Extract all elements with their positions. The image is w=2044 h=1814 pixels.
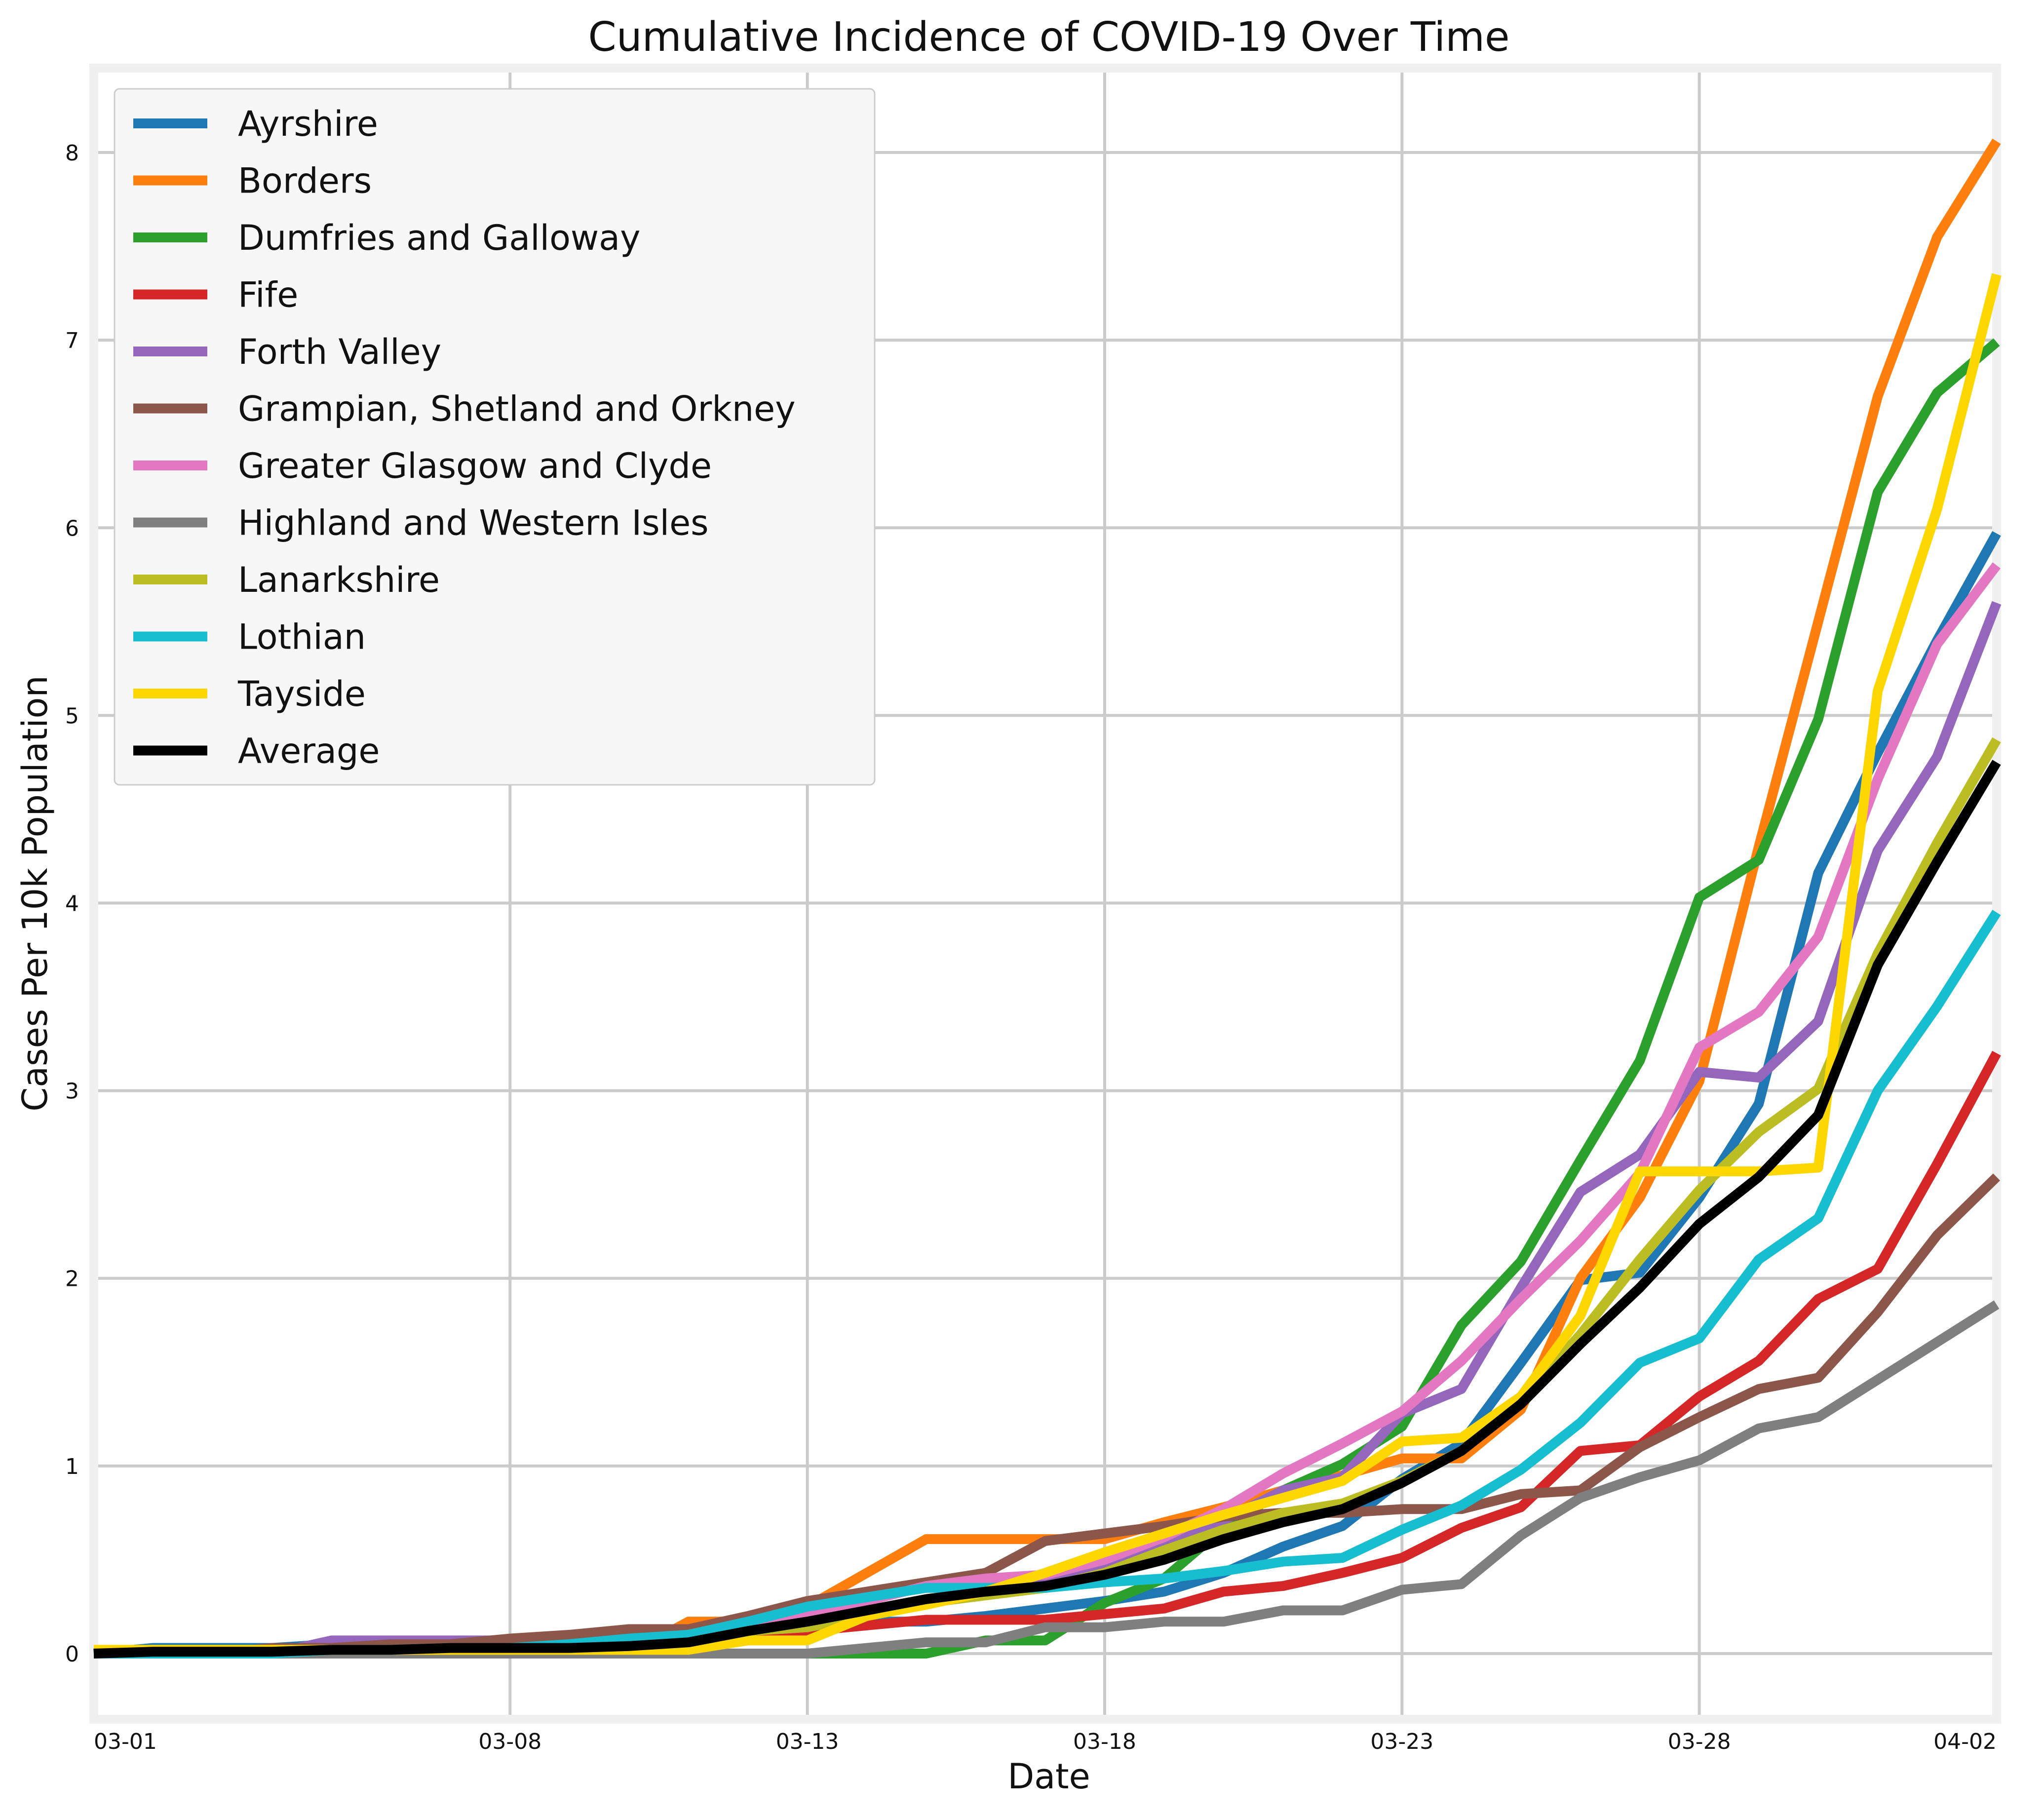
x-tick-label: 03-08 xyxy=(478,1729,541,1754)
plot-frame xyxy=(89,64,2001,1724)
x-tick-label: 04-02 xyxy=(1933,1729,1997,1754)
legend-label-dumfries-and-galloway: Dumfries and Galloway xyxy=(238,218,641,258)
series-line-grampian-shetland-and-orkney xyxy=(94,1173,2000,1659)
y-tick-labels: 0 1 2 3 4 5 6 7 8 xyxy=(65,141,79,1667)
legend-label-forth-valley: Forth Valley xyxy=(238,332,441,372)
legend-label-fife: Fife xyxy=(238,275,298,315)
x-tick-label: 03-28 xyxy=(1668,1729,1731,1754)
legend-label-ayrshire: Ayrshire xyxy=(238,104,378,144)
legend-label-highland-and-western-isles: Highland and Western Isles xyxy=(238,503,709,543)
x-tick-label: 03-23 xyxy=(1370,1729,1433,1754)
chart-title: Cumulative Incidence of COVID-19 Over Ti… xyxy=(588,14,1509,61)
series-lines xyxy=(93,138,2002,1659)
legend-label-greater-glasgow-and-clyde: Greater Glasgow and Clyde xyxy=(238,446,712,486)
x-tick-label: 03-13 xyxy=(776,1729,839,1754)
legend-label-lanarkshire: Lanarkshire xyxy=(238,560,440,600)
y-tick-label: 5 xyxy=(65,703,79,729)
y-axis-title: Cases Per 10k Population xyxy=(15,675,55,1111)
y-tick-label: 0 xyxy=(65,1642,79,1667)
x-axis-title: Date xyxy=(1007,1756,1090,1797)
y-tick-label: 4 xyxy=(65,891,79,917)
x-tick-labels: 03-01 03-08 03-13 03-18 03-23 03-28 04-02 xyxy=(94,1729,1997,1754)
legend-label-borders: Borders xyxy=(238,161,372,201)
x-tick-label: 03-01 xyxy=(94,1729,157,1754)
y-tick-label: 3 xyxy=(65,1079,79,1104)
x-tick-label: 03-18 xyxy=(1073,1729,1136,1754)
y-tick-label: 8 xyxy=(65,141,79,166)
y-tick-label: 1 xyxy=(65,1454,79,1479)
y-tick-label: 2 xyxy=(65,1267,79,1292)
legend-label-average: Average xyxy=(238,731,380,772)
legend-box xyxy=(114,88,876,786)
legend-label-grampian-shetland-and-orkney: Grampian, Shetland and Orkney xyxy=(238,389,796,429)
legend: Ayrshire Borders Dumfries and Galloway Fife… xyxy=(114,88,876,786)
y-tick-label: 6 xyxy=(65,516,79,541)
legend-label-tayside: Tayside xyxy=(237,674,366,714)
y-tick-label: 7 xyxy=(65,328,79,353)
legend-label-lothian: Lothian xyxy=(238,617,366,657)
series-line-average xyxy=(93,760,2001,1659)
